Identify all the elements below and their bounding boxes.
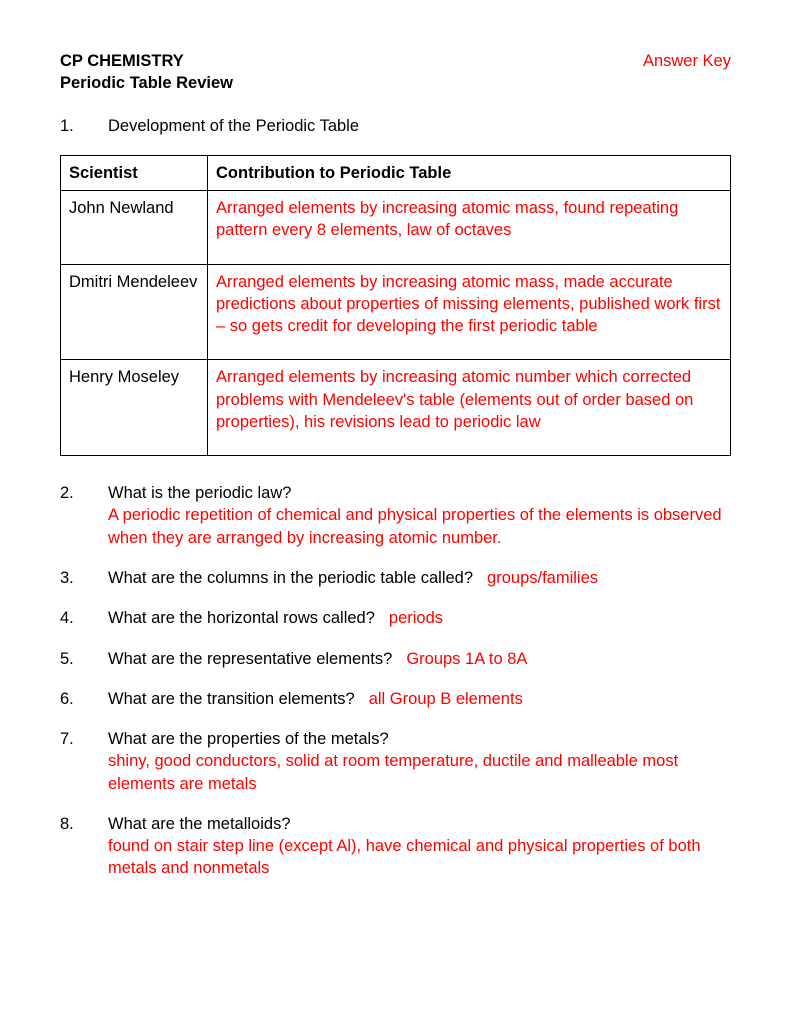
- answer-text: all Group B elements: [369, 690, 523, 708]
- question-1: 1. Development of the Periodic Table: [60, 115, 731, 137]
- question-text: Development of the Periodic Table: [108, 115, 731, 137]
- question-block: 2.What is the periodic law?A periodic re…: [60, 482, 731, 549]
- scientists-table: Scientist Contribution to Periodic Table…: [60, 155, 731, 456]
- col-header-scientist: Scientist: [61, 155, 208, 190]
- question-text: What are the properties of the metals?: [108, 728, 731, 750]
- answer-text: Groups 1A to 8A: [406, 650, 527, 668]
- question-text: What are the columns in the periodic tab…: [108, 569, 473, 587]
- cell-scientist: Dmitri Mendeleev: [61, 264, 208, 360]
- header-row: CP CHEMISTRY Answer Key: [60, 50, 731, 72]
- question-body: What are the columns in the periodic tab…: [108, 567, 731, 589]
- questions-container: 2.What is the periodic law?A periodic re…: [60, 482, 731, 879]
- table-header-row: Scientist Contribution to Periodic Table: [61, 155, 731, 190]
- question-number: 6.: [60, 688, 108, 710]
- answer-text: A periodic repetition of chemical and ph…: [108, 504, 731, 549]
- course-title: CP CHEMISTRY: [60, 50, 184, 72]
- question-text: What are the horizontal rows called?: [108, 609, 375, 627]
- answer-text: groups/families: [487, 569, 598, 587]
- cell-contribution: Arranged elements by increasing atomic m…: [208, 264, 731, 360]
- answer-key-label: Answer Key: [643, 50, 731, 72]
- cell-scientist: John Newland: [61, 191, 208, 265]
- question-block: 7.What are the properties of the metals?…: [60, 728, 731, 795]
- question-block: 6.What are the transition elements? all G…: [60, 688, 731, 710]
- question-body: What is the periodic law?A periodic repe…: [108, 482, 731, 549]
- question-block: 5.What are the representative elements? G…: [60, 648, 731, 670]
- answer-text: found on stair step line (except Al), ha…: [108, 835, 731, 880]
- worksheet-page: CP CHEMISTRY Answer Key Periodic Table R…: [0, 0, 791, 1024]
- worksheet-title: Periodic Table Review: [60, 72, 731, 94]
- table-row: Henry Moseley Arranged elements by incre…: [61, 360, 731, 456]
- question-text: What are the representative elements?: [108, 650, 392, 668]
- question-number: 4.: [60, 607, 108, 629]
- question-body: What are the metalloids?found on stair s…: [108, 813, 731, 880]
- answer-text: periods: [389, 609, 443, 627]
- question-body: What are the properties of the metals?sh…: [108, 728, 731, 795]
- question-number: 2.: [60, 482, 108, 549]
- cell-contribution: Arranged elements by increasing atomic m…: [208, 191, 731, 265]
- table-row: John Newland Arranged elements by increa…: [61, 191, 731, 265]
- question-body: What are the horizontal rows called? peri…: [108, 607, 731, 629]
- question-text: What is the periodic law?: [108, 482, 731, 504]
- question-number: 8.: [60, 813, 108, 880]
- question-text: What are the metalloids?: [108, 813, 731, 835]
- question-number: 7.: [60, 728, 108, 795]
- question-block: 4.What are the horizontal rows called? pe…: [60, 607, 731, 629]
- question-block: 8.What are the metalloids?found on stair…: [60, 813, 731, 880]
- question-number: 3.: [60, 567, 108, 589]
- col-header-contribution: Contribution to Periodic Table: [208, 155, 731, 190]
- question-number: 5.: [60, 648, 108, 670]
- question-number: 1.: [60, 115, 108, 137]
- question-body: What are the transition elements? all Gro…: [108, 688, 731, 710]
- question-body: What are the representative elements? Gro…: [108, 648, 731, 670]
- table-row: Dmitri Mendeleev Arranged elements by in…: [61, 264, 731, 360]
- cell-contribution: Arranged elements by increasing atomic n…: [208, 360, 731, 456]
- cell-scientist: Henry Moseley: [61, 360, 208, 456]
- question-block: 3.What are the columns in the periodic t…: [60, 567, 731, 589]
- question-text: What are the transition elements?: [108, 690, 355, 708]
- answer-text: shiny, good conductors, solid at room te…: [108, 750, 731, 795]
